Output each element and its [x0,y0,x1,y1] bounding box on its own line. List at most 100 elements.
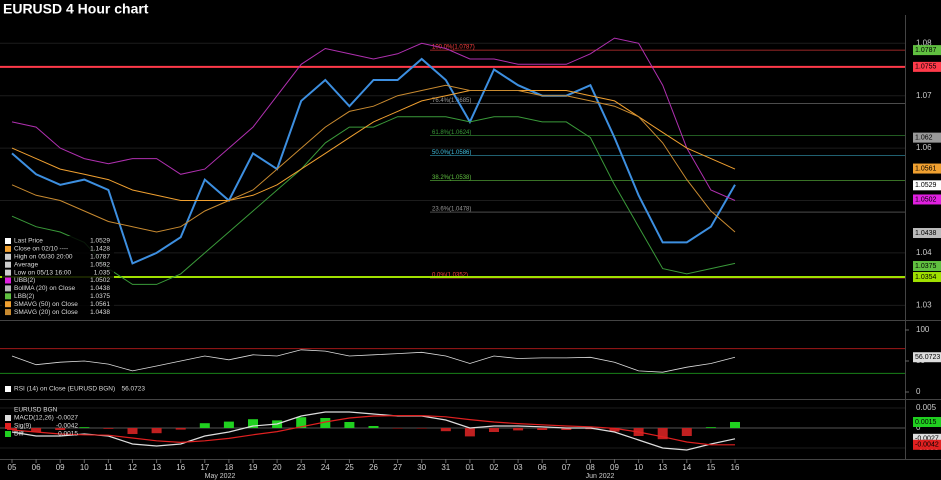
legend-value: 1.0592 [90,261,110,268]
series-line [11,411,736,451]
price-tag [913,132,941,143]
legend-value: 1.0529 [90,238,110,245]
price-tag [913,228,941,239]
diff-bar [55,428,66,430]
price-tag [913,61,941,72]
legend-swatch [5,415,11,421]
legend-swatch [5,269,11,276]
y-tick-label: 1.03 [916,300,932,309]
legend-label: BollMA (20) on Close [14,285,75,292]
legend-label: Diff [14,431,24,438]
diff-bar [103,428,114,429]
y-tick-label: 1.06 [916,143,932,152]
legend-value: -0.0027 [56,415,78,422]
legend-label: SMAVG (20) on Close [14,309,78,316]
legend-swatch [5,309,11,316]
rsi-tag-label: 56.0723 [915,354,940,361]
x-tick-label: 16 [731,463,740,472]
x-tick-label: 09 [610,463,619,472]
series-line [11,37,736,201]
fib-label: 50.0%(1.0586) [432,150,471,156]
series-line [11,415,735,446]
legend-value: -0.0042 [56,423,78,430]
legend-label: Low on 05/13 16:00 [14,269,71,276]
fib-label: 0.0%(1.0352) [432,273,468,279]
diff-bar [705,427,716,428]
macd-tag [913,433,941,444]
legend-swatch [5,293,11,300]
macd-tag [913,439,941,450]
x-tick-label: 31 [441,463,450,472]
diff-bar [31,428,42,432]
legend-swatch [5,277,11,284]
legend-value: 0.0015 [58,431,78,438]
y-tick-label: 0.005 [916,403,937,412]
legend-swatch [5,423,11,429]
x-tick-label: 13 [152,463,161,472]
x-tick-label: 10 [80,463,89,472]
y-tick-label: 0 [916,387,921,396]
price-tag-label: 1.0438 [915,230,937,237]
x-tick-label: 19 [249,463,258,472]
legend-swatch [5,238,11,244]
price-tag [913,272,941,283]
diff-bar [561,428,572,430]
diff-bar [464,428,475,437]
x-tick-label: 08 [586,463,595,472]
legend-label: Close on 02/10 ---- [14,246,68,253]
x-tick-label: 20 [273,463,282,472]
diff-bar [79,427,90,428]
x-tick-label: 13 [658,463,667,472]
x-tick-label: 14 [682,463,691,472]
fib-label: 23.6%(1.0478) [432,207,471,213]
legend-swatch [5,431,11,437]
diff-bar [609,428,620,432]
price-tag-label: 1.0561 [915,165,937,172]
rsi-tag [913,352,941,363]
price-tag-label: 1.0529 [915,182,937,189]
legend-swatch [5,301,11,308]
series-line [11,116,736,285]
price-tag [913,180,941,191]
x-tick-label: 27 [393,463,402,472]
legend-label: Sig(9) [14,423,31,430]
x-tick-label: 09 [56,463,65,472]
price-tag-label: 1.0755 [915,64,937,71]
price-tag-label: 1.0787 [915,47,937,54]
legend-value: 1.0438 [90,285,110,292]
legend-label: MACD(12,26) [14,415,54,422]
fib-label: 61.8%(1.0624) [432,130,471,136]
x-tick-label: 06 [538,463,547,472]
diff-bar [248,419,258,428]
x-tick-label: 30 [417,463,426,472]
x-tick-label: 17 [200,463,209,472]
price-tag [913,45,941,56]
diff-bar [296,417,307,428]
x-tick-label: 26 [369,463,378,472]
x-tick-label: 15 [706,463,715,472]
x-tick-label: 03 [514,463,523,472]
diff-bar [489,428,499,432]
legend-box [2,236,114,318]
legend-label: Last Price [14,238,43,245]
price-tag [913,194,941,205]
x-tick-label: 12 [128,463,137,472]
series-line [11,84,736,233]
series-line [11,349,736,373]
x-tick-label: 18 [224,463,233,472]
y-tick-label: 1.04 [916,248,932,257]
legend-value: 1.0502 [90,277,110,284]
legend-label: SMAVG (50) on Close [14,301,78,308]
series-line [11,90,736,201]
price-tag [913,261,941,272]
diff-bar [416,428,427,429]
diff-bar [537,428,548,430]
x-tick-label: 11 [104,463,113,472]
diff-bar [657,428,668,440]
month-label: Jun 2022 [586,473,615,480]
fib-label: 38.2%(1.0538) [432,175,471,181]
legend-label: Average [14,261,38,268]
diff-bar [730,422,740,428]
legend-value: 1.035 [94,269,111,276]
